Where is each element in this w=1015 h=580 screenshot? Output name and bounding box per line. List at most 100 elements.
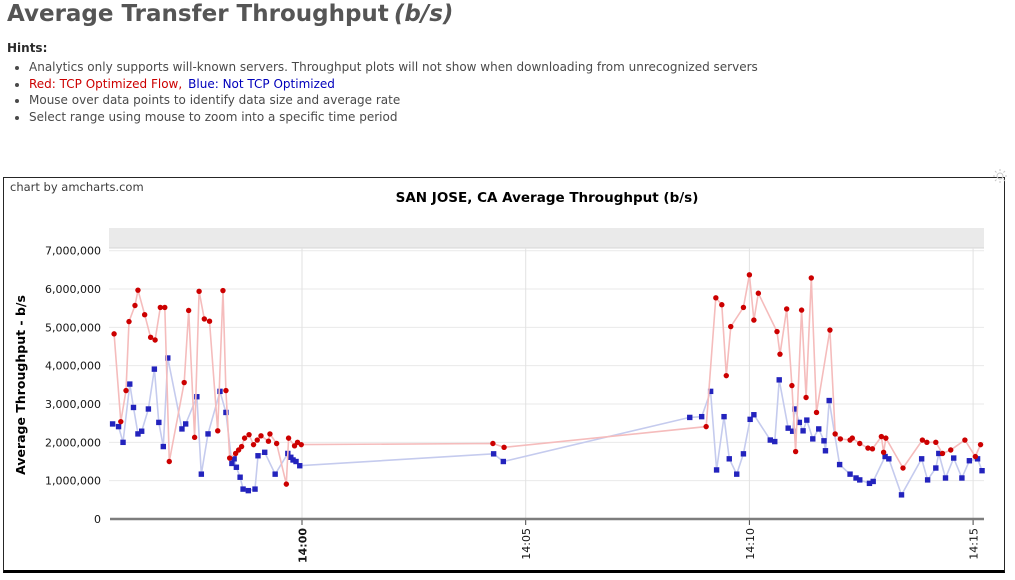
data-point-red[interactable]: [141, 312, 148, 318]
data-point-red[interactable]: [723, 372, 729, 379]
data-point-blue[interactable]: [726, 456, 732, 462]
data-point-blue[interactable]: [233, 464, 240, 470]
data-point-blue[interactable]: [145, 406, 152, 412]
data-point-red[interactable]: [924, 439, 930, 446]
data-point-red[interactable]: [719, 302, 725, 308]
data-point-blue[interactable]: [240, 486, 246, 492]
data-point-blue[interactable]: [785, 425, 791, 431]
data-point-blue[interactable]: [120, 439, 126, 446]
data-point-blue[interactable]: [182, 421, 189, 427]
data-point-red[interactable]: [880, 449, 887, 456]
data-point-red[interactable]: [123, 387, 129, 394]
data-point-blue[interactable]: [707, 388, 714, 395]
data-point-blue[interactable]: [974, 456, 981, 462]
data-point-red[interactable]: [181, 379, 187, 386]
plot-area[interactable]: [109, 272, 985, 498]
data-point-blue[interactable]: [898, 492, 905, 498]
data-point-blue[interactable]: [721, 413, 727, 420]
data-point-red[interactable]: [977, 441, 984, 448]
data-point-blue[interactable]: [866, 480, 873, 487]
data-point-red[interactable]: [808, 275, 814, 281]
data-point-red[interactable]: [201, 316, 208, 322]
data-point-red[interactable]: [185, 307, 192, 314]
data-point-red[interactable]: [827, 327, 833, 333]
data-point-blue[interactable]: [810, 436, 816, 442]
data-point-red[interactable]: [832, 431, 838, 437]
data-point-blue[interactable]: [966, 458, 973, 464]
data-point-red[interactable]: [948, 447, 954, 453]
data-point-red[interactable]: [238, 443, 245, 450]
data-point-blue[interactable]: [789, 428, 796, 434]
data-point-red[interactable]: [865, 445, 871, 451]
data-point-red[interactable]: [751, 317, 757, 323]
data-point-blue[interactable]: [500, 458, 507, 465]
data-point-red[interactable]: [869, 446, 876, 452]
data-point-blue[interactable]: [151, 366, 158, 372]
data-point-blue[interactable]: [816, 426, 822, 432]
data-point-red[interactable]: [798, 307, 805, 313]
data-point-red[interactable]: [728, 323, 734, 330]
data-point-blue[interactable]: [229, 460, 235, 467]
data-point-red[interactable]: [220, 287, 226, 294]
data-point-blue[interactable]: [262, 449, 268, 456]
data-point-blue[interactable]: [772, 438, 778, 445]
data-point-blue[interactable]: [853, 475, 859, 481]
data-point-red[interactable]: [933, 439, 939, 446]
data-point-blue[interactable]: [115, 423, 122, 430]
data-point-red[interactable]: [254, 437, 260, 443]
data-point-red[interactable]: [258, 433, 264, 439]
data-point-blue[interactable]: [255, 453, 261, 459]
data-point-red[interactable]: [246, 431, 252, 438]
data-point-red[interactable]: [196, 288, 202, 295]
data-point-blue[interactable]: [942, 475, 949, 481]
throughput-chart[interactable]: chart by amcharts.com SAN JOSE, CA Avera…: [3, 169, 1007, 573]
data-point-red[interactable]: [792, 448, 799, 455]
data-point-blue[interactable]: [857, 477, 863, 483]
data-point-red[interactable]: [157, 304, 164, 311]
data-point-red[interactable]: [166, 458, 172, 465]
data-point-red[interactable]: [490, 440, 496, 447]
data-point-red[interactable]: [789, 382, 795, 389]
data-point-blue[interactable]: [130, 404, 137, 411]
data-point-blue[interactable]: [237, 474, 243, 480]
data-point-red[interactable]: [501, 444, 507, 451]
data-point-red[interactable]: [285, 435, 292, 441]
data-point-blue[interactable]: [290, 457, 296, 463]
data-point-red[interactable]: [215, 428, 221, 434]
data-point-red[interactable]: [803, 394, 809, 401]
data-point-red[interactable]: [837, 436, 844, 442]
data-point-blue[interactable]: [231, 456, 237, 462]
data-point-blue[interactable]: [109, 421, 116, 427]
data-point-blue[interactable]: [223, 409, 229, 416]
data-point-blue[interactable]: [924, 477, 931, 483]
data-point-blue[interactable]: [747, 416, 753, 423]
chart-svg[interactable]: chart by amcharts.com SAN JOSE, CA Avera…: [4, 169, 1007, 571]
data-point-blue[interactable]: [194, 394, 200, 400]
data-point-red[interactable]: [857, 440, 863, 447]
data-point-blue[interactable]: [800, 428, 806, 434]
data-point-blue[interactable]: [713, 467, 720, 473]
data-point-blue[interactable]: [698, 413, 705, 420]
data-point-blue[interactable]: [198, 471, 205, 477]
data-point-blue[interactable]: [776, 377, 782, 383]
data-point-red[interactable]: [878, 433, 885, 440]
data-point-blue[interactable]: [751, 412, 757, 418]
data-point-blue[interactable]: [127, 381, 133, 387]
data-point-red[interactable]: [265, 438, 272, 444]
data-point-blue[interactable]: [293, 458, 299, 465]
data-point-blue[interactable]: [882, 453, 888, 460]
data-point-blue[interactable]: [804, 417, 810, 423]
data-point-blue[interactable]: [918, 456, 925, 462]
data-point-red[interactable]: [849, 435, 856, 441]
data-point-blue[interactable]: [951, 455, 957, 461]
data-point-red[interactable]: [111, 331, 117, 337]
data-point-blue[interactable]: [847, 471, 853, 477]
data-point-blue[interactable]: [792, 406, 798, 412]
data-point-blue[interactable]: [490, 451, 497, 457]
data-point-red[interactable]: [162, 304, 168, 311]
data-point-blue[interactable]: [165, 355, 171, 361]
data-point-blue[interactable]: [160, 443, 167, 450]
data-point-red[interactable]: [191, 434, 198, 441]
data-point-red[interactable]: [755, 290, 762, 296]
data-point-red[interactable]: [703, 423, 709, 430]
